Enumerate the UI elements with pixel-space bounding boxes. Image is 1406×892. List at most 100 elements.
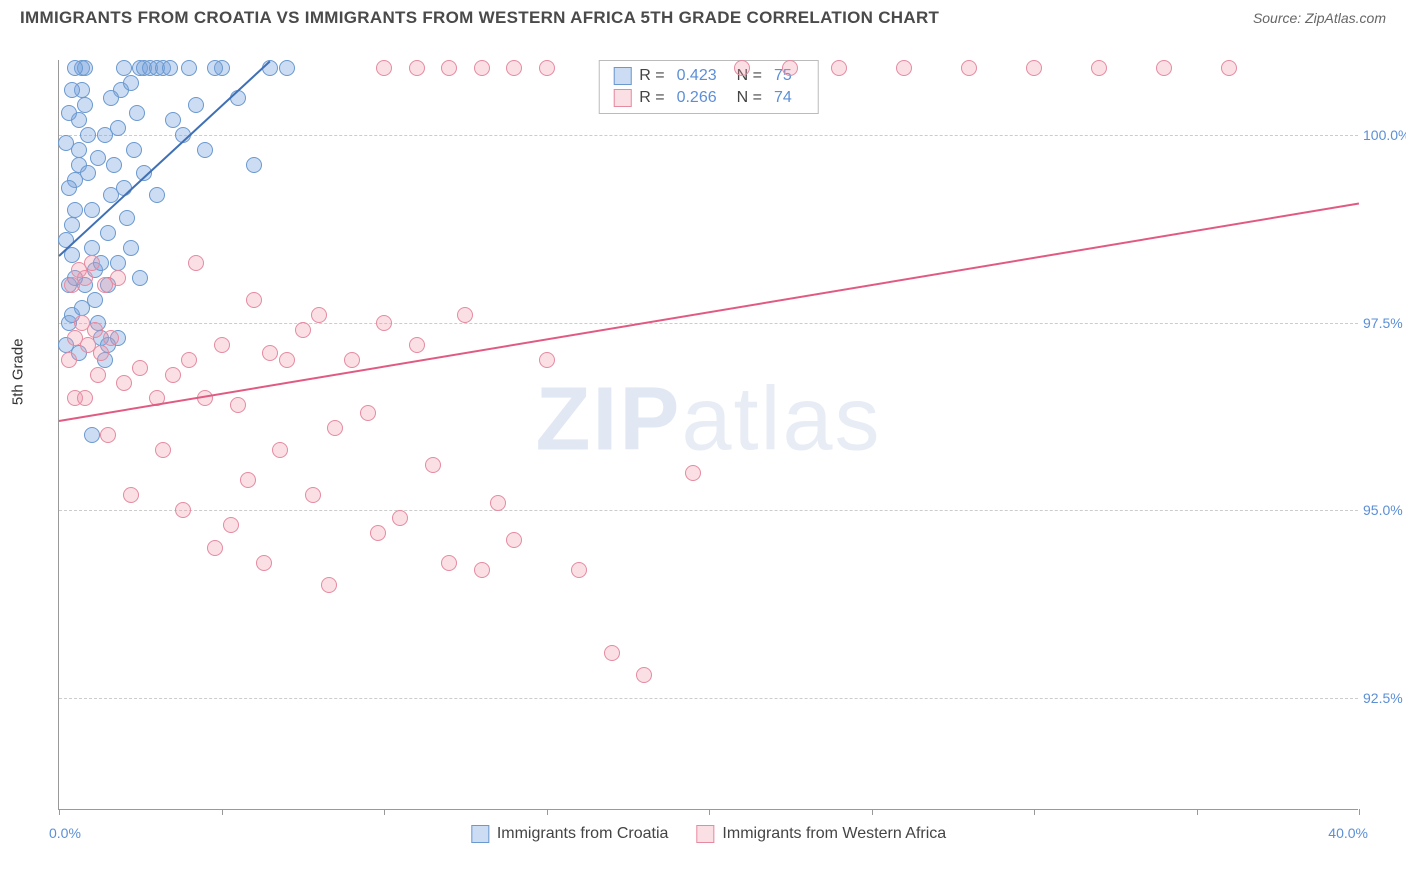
data-point — [162, 60, 178, 76]
data-point — [506, 532, 522, 548]
data-point — [93, 345, 109, 361]
data-point — [246, 292, 262, 308]
x-tick — [1359, 809, 1360, 815]
data-point — [80, 165, 96, 181]
data-point — [67, 202, 83, 218]
x-axis-max-label: 40.0% — [1328, 825, 1368, 841]
data-point — [474, 60, 490, 76]
x-tick — [1034, 809, 1035, 815]
data-point — [539, 60, 555, 76]
data-point — [1221, 60, 1237, 76]
data-point — [262, 345, 278, 361]
data-point — [77, 270, 93, 286]
data-point — [441, 555, 457, 571]
data-point — [58, 135, 74, 151]
data-point — [123, 75, 139, 91]
data-point — [311, 307, 327, 323]
data-point — [100, 427, 116, 443]
y-tick-label: 100.0% — [1363, 127, 1406, 143]
data-point — [188, 255, 204, 271]
data-point — [539, 352, 555, 368]
data-point — [376, 315, 392, 331]
data-point — [604, 645, 620, 661]
x-tick — [872, 809, 873, 815]
trend-line — [59, 203, 1359, 422]
data-point — [506, 60, 522, 76]
data-point — [119, 210, 135, 226]
data-point — [67, 60, 83, 76]
y-tick-label: 97.5% — [1363, 315, 1406, 331]
legend-swatch — [613, 67, 631, 85]
data-point — [84, 427, 100, 443]
data-point — [103, 90, 119, 106]
x-tick — [1197, 809, 1198, 815]
watermark: ZIPatlas — [535, 368, 881, 471]
data-point — [636, 667, 652, 683]
legend-n-label: N = — [737, 89, 762, 107]
data-point — [132, 270, 148, 286]
legend-series-name: Immigrants from Croatia — [497, 825, 669, 843]
data-point — [409, 337, 425, 353]
data-point — [392, 510, 408, 526]
data-point — [188, 97, 204, 113]
data-point — [97, 127, 113, 143]
data-point — [961, 60, 977, 76]
data-point — [376, 60, 392, 76]
data-point — [441, 60, 457, 76]
data-point — [77, 97, 93, 113]
data-point — [64, 217, 80, 233]
data-point — [123, 487, 139, 503]
data-point — [181, 352, 197, 368]
legend-r-value: 0.266 — [677, 89, 717, 107]
data-point — [110, 255, 126, 271]
data-point — [84, 240, 100, 256]
x-axis-min-label: 0.0% — [49, 825, 81, 841]
data-point — [197, 142, 213, 158]
data-point — [246, 157, 262, 173]
data-point — [327, 420, 343, 436]
data-point — [1091, 60, 1107, 76]
data-point — [149, 187, 165, 203]
legend-r-label: R = — [639, 89, 664, 107]
source-attribution: Source: ZipAtlas.com — [1253, 10, 1386, 26]
data-point — [116, 375, 132, 391]
data-point — [90, 150, 106, 166]
data-point — [207, 60, 223, 76]
legend-swatch — [613, 89, 631, 107]
data-point — [116, 60, 132, 76]
legend-item: Immigrants from Western Africa — [696, 825, 946, 843]
chart-title: IMMIGRANTS FROM CROATIA VS IMMIGRANTS FR… — [20, 8, 939, 28]
y-tick-label: 95.0% — [1363, 502, 1406, 518]
data-point — [84, 202, 100, 218]
data-point — [165, 112, 181, 128]
legend-item: Immigrants from Croatia — [471, 825, 669, 843]
data-point — [734, 60, 750, 76]
data-point — [100, 225, 116, 241]
data-point — [272, 442, 288, 458]
data-point — [240, 472, 256, 488]
data-point — [223, 517, 239, 533]
data-point — [90, 367, 106, 383]
data-point — [214, 337, 230, 353]
data-point — [1026, 60, 1042, 76]
legend-swatch — [696, 825, 714, 843]
data-point — [782, 60, 798, 76]
x-tick — [59, 809, 60, 815]
gridline — [59, 698, 1358, 699]
data-point — [181, 60, 197, 76]
data-point — [295, 322, 311, 338]
legend-n-value: 74 — [774, 89, 792, 107]
data-point — [207, 540, 223, 556]
y-tick-label: 92.5% — [1363, 690, 1406, 706]
data-point — [64, 82, 80, 98]
data-point — [155, 442, 171, 458]
x-tick — [547, 809, 548, 815]
gridline — [59, 510, 1358, 511]
x-tick — [709, 809, 710, 815]
data-point — [571, 562, 587, 578]
data-point — [896, 60, 912, 76]
data-point — [106, 157, 122, 173]
data-point — [74, 300, 90, 316]
data-point — [279, 60, 295, 76]
scatter-chart: ZIPatlas R =0.423N =75R =0.266N =74 0.0%… — [58, 60, 1358, 810]
